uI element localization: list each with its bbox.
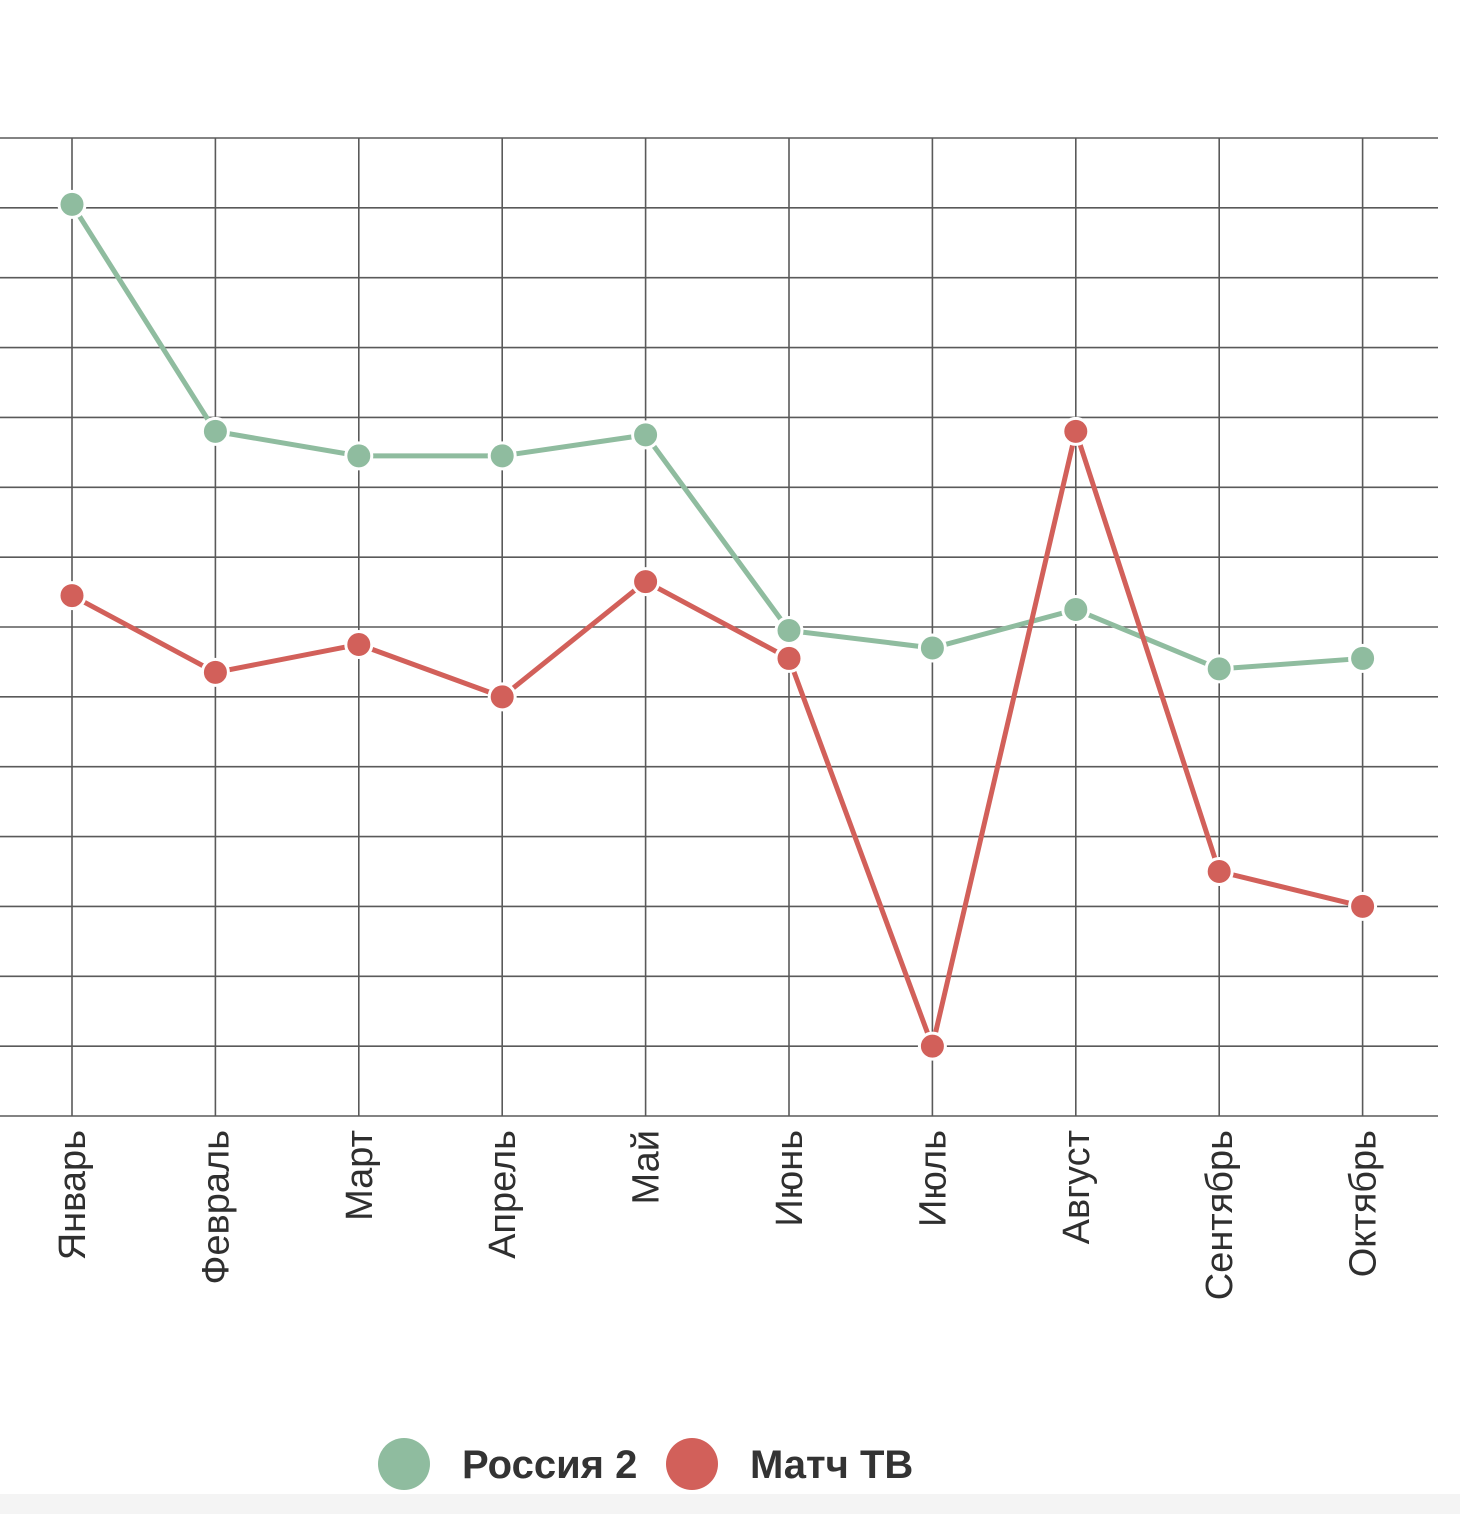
series-0 [69, 201, 1366, 672]
legend-item-1[interactable]: Матч ТВ [666, 1438, 913, 1490]
data-point [1204, 857, 1234, 886]
data-point [200, 657, 230, 687]
data-point [917, 1031, 947, 1061]
series-points-1 [57, 416, 1378, 1061]
legend-swatch [666, 1438, 718, 1490]
series-points-0 [57, 189, 1378, 684]
x-tick-label: Май [626, 1130, 668, 1204]
x-tick-label: Январь [52, 1130, 94, 1260]
data-point [487, 682, 517, 712]
data-point [57, 189, 87, 219]
data-point [631, 567, 661, 597]
x-tick-label: Июнь [769, 1130, 811, 1227]
legend[interactable]: Россия 2 Матч ТВ [378, 1438, 913, 1490]
data-point [631, 420, 661, 450]
data-point [1204, 654, 1234, 684]
series-layer [57, 189, 1378, 1061]
legend-swatch [378, 1438, 430, 1490]
x-tick-label: Сентябрь [1199, 1130, 1241, 1300]
legend-item-0[interactable]: Россия 2 [378, 1438, 637, 1490]
series-line-0 [69, 201, 1366, 672]
x-tick-label: Февраль [195, 1130, 237, 1284]
x-tick-label: Июль [912, 1130, 954, 1227]
legend-label: Матч ТВ [750, 1443, 913, 1487]
x-tick-label: Март [339, 1130, 381, 1221]
legend-label: Россия 2 [462, 1443, 637, 1487]
data-point [1348, 643, 1378, 673]
data-point [344, 441, 374, 471]
x-tick-label: Апрель [482, 1130, 524, 1259]
data-point [1348, 891, 1378, 921]
data-point [200, 416, 230, 446]
data-point [1061, 416, 1091, 446]
data-point [774, 615, 804, 645]
data-point [917, 633, 947, 663]
series-1 [69, 428, 1366, 1049]
x-axis-tick-labels: Январь Февраль Март Апрель Май Июнь Июль Август… [52, 1130, 1385, 1300]
data-point [774, 643, 804, 673]
x-tick-label: Октябрь [1343, 1130, 1385, 1277]
bottom-strip [0, 1494, 1460, 1514]
x-tick-label: Август [1056, 1130, 1098, 1244]
data-point [1061, 595, 1091, 625]
grid [0, 137, 1438, 1117]
series-line-1 [69, 428, 1366, 1049]
data-point [344, 629, 374, 659]
data-point [487, 441, 517, 471]
data-point [57, 581, 87, 611]
